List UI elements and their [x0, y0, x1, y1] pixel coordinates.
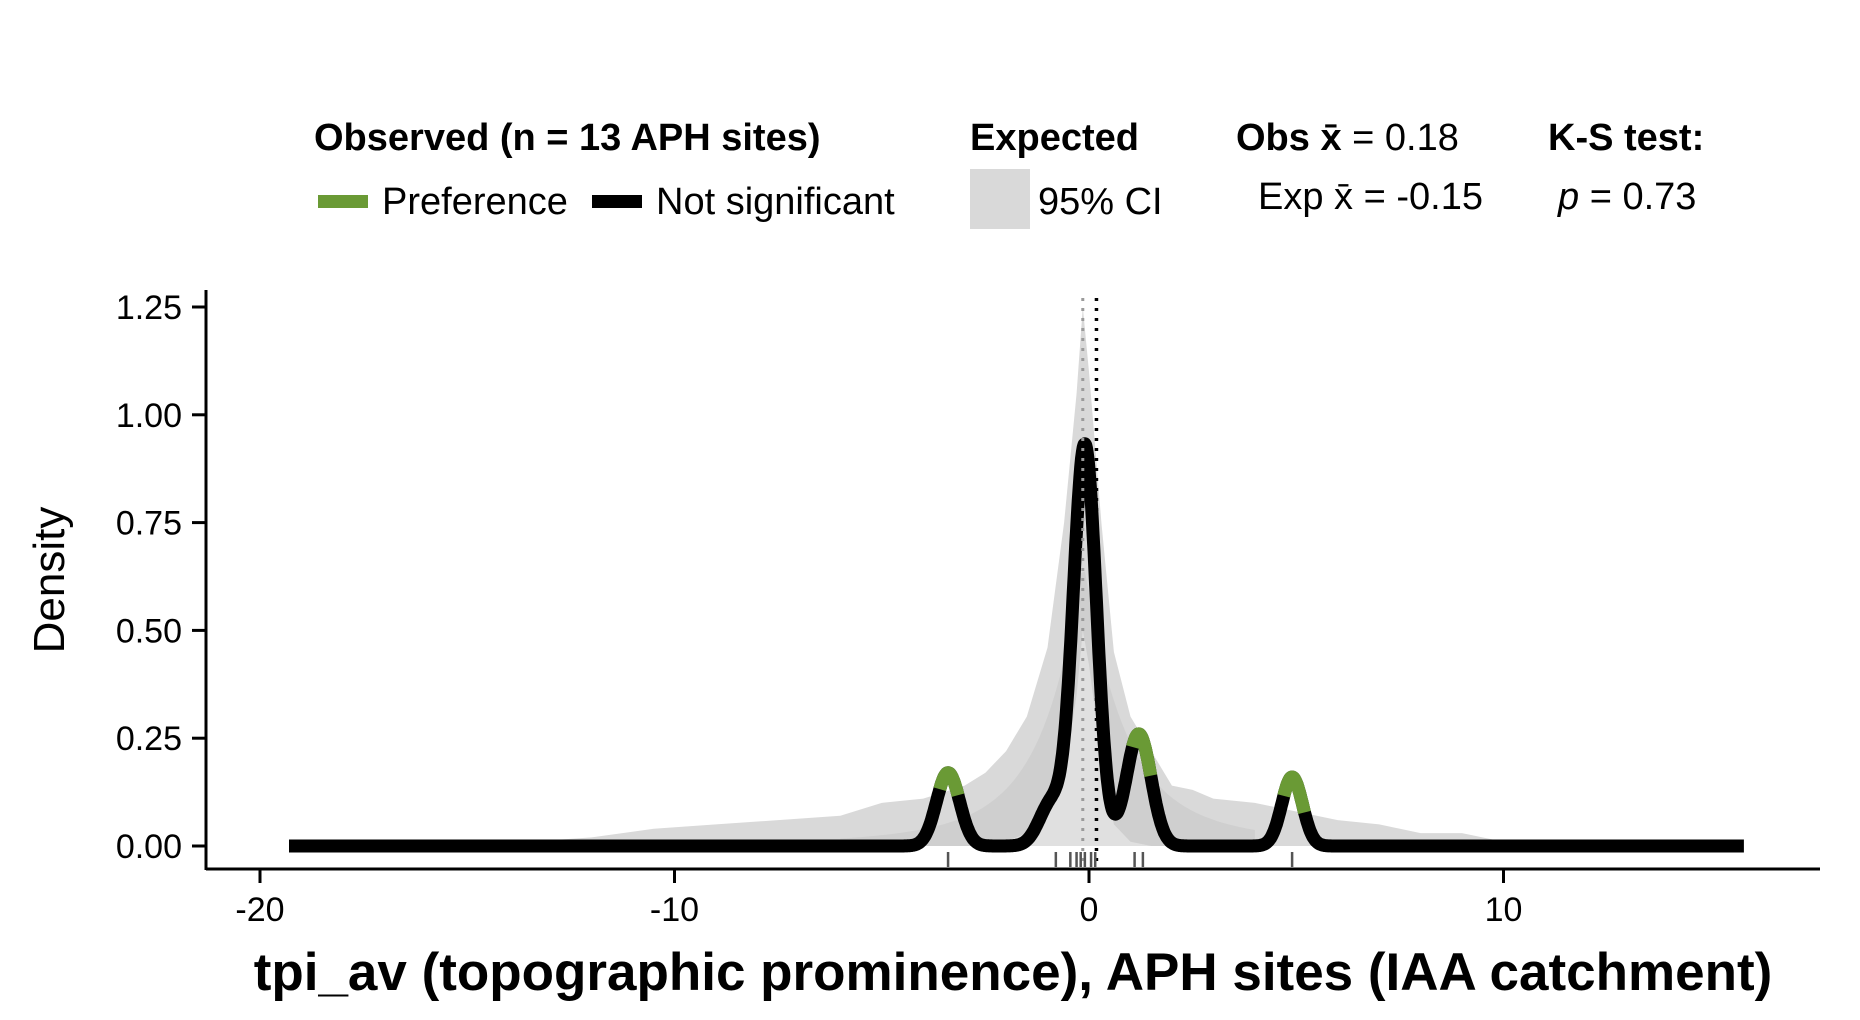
x-axis-title: tpi_av (topographic prominence), APH sit… — [254, 943, 1773, 1002]
observed-curve-preference-3 — [1277, 770, 1311, 816]
legend-exp-mean: Exp x̄ = -0.15 — [1258, 176, 1483, 218]
legend-ks-title: K-S test: — [1548, 117, 1704, 159]
y-tick-label-4: 1.00 — [116, 397, 182, 435]
y-tick-label-2: 0.50 — [116, 612, 182, 650]
legend: Observed (n = 13 APH sites) Preference N… — [314, 117, 1704, 229]
observed-curve-preference-2 — [1126, 727, 1158, 778]
observed-curve-preference-1 — [933, 766, 965, 799]
legend-ci-label: 95% CI — [1038, 181, 1163, 223]
legend-obs-mean: Obs x̄ = 0.18 — [1236, 117, 1459, 159]
legend-not-significant-key — [592, 195, 642, 208]
y-tick-label-3: 0.75 — [116, 505, 182, 543]
ci-envelope-area — [529, 307, 1545, 846]
observed-density — [283, 437, 1750, 853]
y-tick-label-5: 1.25 — [116, 289, 182, 327]
x-tick-label-1: -10 — [650, 891, 699, 929]
x-tick-label-0: -20 — [235, 891, 284, 929]
legend-ks-p: p = 0.73 — [1557, 176, 1696, 218]
legend-expected-title: Expected — [970, 117, 1139, 159]
x-tick-label-2: 0 — [1080, 891, 1099, 929]
rug-marks — [946, 852, 1294, 867]
y-axis-title: Density — [25, 507, 74, 654]
x-ticks: -20 -10 0 10 — [235, 869, 1522, 929]
legend-preference-key — [318, 195, 368, 208]
y-tick-label-1: 0.25 — [116, 720, 182, 758]
legend-not-significant-label: Not significant — [656, 181, 895, 223]
y-ticks: 0.00 0.25 0.50 0.75 1.00 1.25 — [116, 289, 206, 866]
legend-ci-key — [970, 169, 1030, 229]
y-tick-label-0: 0.00 — [116, 828, 182, 866]
observed-curve-not-significant — [283, 437, 1750, 853]
expected-ci-band — [529, 307, 1545, 846]
axes — [204, 290, 1820, 871]
legend-preference-label: Preference — [382, 181, 568, 223]
x-tick-label-3: 10 — [1485, 891, 1523, 929]
legend-observed-title: Observed (n = 13 APH sites) — [314, 117, 821, 159]
